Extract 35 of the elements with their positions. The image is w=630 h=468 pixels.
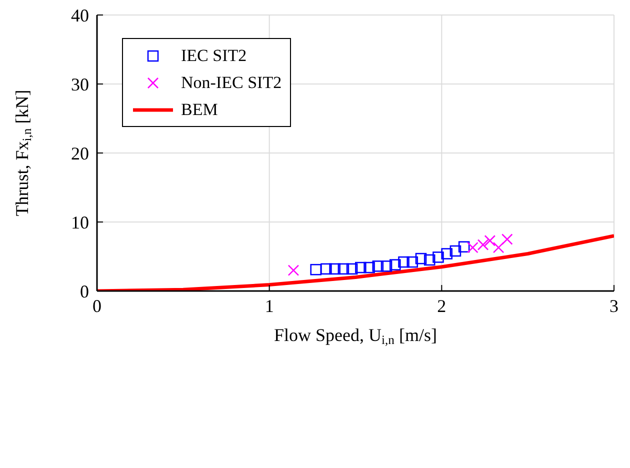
- legend-label: BEM: [181, 100, 218, 120]
- point: [450, 245, 462, 257]
- point: [484, 234, 496, 246]
- x-tick-label: 2: [437, 296, 446, 316]
- point: [492, 242, 504, 254]
- y-tick-label: 0: [80, 281, 89, 302]
- point: [355, 262, 366, 274]
- y-tick-label: 20: [71, 143, 89, 164]
- y-tick-label: 40: [71, 5, 89, 26]
- point: [432, 252, 444, 263]
- legend-label: Non-IEC SIT2: [181, 72, 282, 92]
- point: [320, 263, 332, 275]
- legend-label: IEC SIT2: [181, 46, 247, 66]
- x-axis-title: Flow Speed, U$_{i,n}$ [m/s]: [274, 325, 437, 348]
- point: [310, 264, 322, 276]
- point: [398, 256, 410, 268]
- point: [338, 263, 350, 275]
- point: [424, 254, 436, 266]
- y-tick-label: 10: [71, 212, 89, 232]
- point: [415, 252, 427, 264]
- x-tick-label: 0: [92, 296, 102, 316]
- y-tick-label: 30: [71, 74, 89, 94]
- x-tick-label: 3: [610, 296, 618, 316]
- x-tick-label: 1: [264, 296, 274, 316]
- point: [389, 259, 401, 270]
- point: [458, 241, 470, 252]
- point: [406, 256, 418, 268]
- point: [372, 260, 384, 272]
- point: [346, 263, 358, 275]
- point: [329, 263, 340, 275]
- point: [441, 248, 452, 260]
- point: [288, 264, 300, 276]
- point: [380, 260, 392, 272]
- point: [502, 234, 513, 245]
- point: [364, 262, 375, 274]
